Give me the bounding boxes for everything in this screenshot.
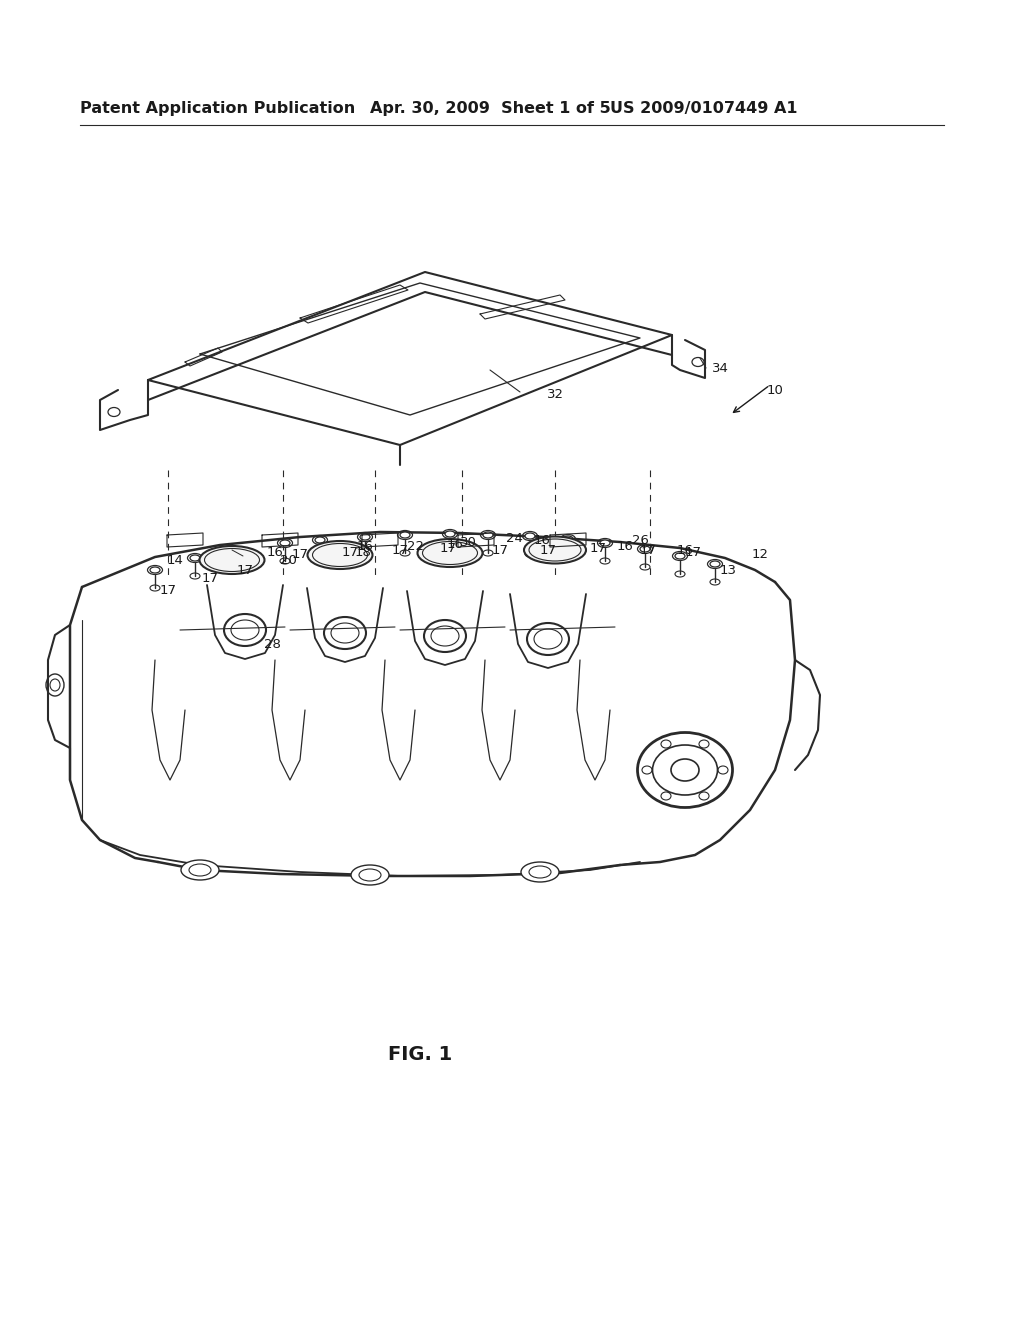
Ellipse shape: [521, 862, 559, 882]
Text: 10: 10: [767, 384, 783, 396]
Text: 16: 16: [534, 533, 551, 546]
Text: 17: 17: [341, 546, 358, 560]
Ellipse shape: [324, 616, 366, 649]
Ellipse shape: [483, 532, 493, 539]
Text: 17: 17: [391, 544, 409, 557]
Text: 28: 28: [263, 639, 281, 652]
Text: Apr. 30, 2009  Sheet 1 of 5: Apr. 30, 2009 Sheet 1 of 5: [370, 100, 610, 116]
Ellipse shape: [280, 540, 290, 546]
Text: 17: 17: [640, 544, 656, 557]
Ellipse shape: [445, 531, 455, 537]
Text: Patent Application Publication: Patent Application Publication: [80, 100, 355, 116]
Text: FIG. 1: FIG. 1: [388, 1045, 453, 1064]
Ellipse shape: [225, 546, 234, 553]
Text: 16: 16: [356, 540, 374, 553]
Text: 22: 22: [407, 540, 424, 553]
Ellipse shape: [224, 614, 266, 645]
Text: 17: 17: [439, 541, 457, 554]
Text: 18: 18: [354, 545, 372, 558]
Text: 16: 16: [446, 539, 464, 552]
Text: 26: 26: [632, 533, 648, 546]
Ellipse shape: [525, 533, 535, 539]
Ellipse shape: [638, 733, 732, 808]
Text: US 2009/0107449 A1: US 2009/0107449 A1: [610, 100, 798, 116]
Text: 12: 12: [752, 549, 768, 561]
Ellipse shape: [710, 561, 720, 568]
Text: 16: 16: [266, 545, 284, 558]
Text: 17: 17: [202, 572, 218, 585]
Ellipse shape: [527, 623, 569, 655]
Text: 34: 34: [712, 362, 728, 375]
Text: 30: 30: [460, 536, 476, 549]
Text: 17: 17: [160, 583, 176, 597]
Text: 14: 14: [167, 553, 183, 566]
Text: 17: 17: [237, 564, 254, 577]
Text: 17: 17: [684, 546, 701, 560]
Ellipse shape: [640, 546, 650, 552]
Ellipse shape: [307, 541, 373, 569]
Ellipse shape: [600, 540, 610, 546]
Ellipse shape: [181, 861, 219, 880]
Ellipse shape: [360, 535, 370, 540]
Text: 17: 17: [590, 541, 606, 554]
Text: 13: 13: [720, 564, 736, 577]
Ellipse shape: [524, 536, 586, 564]
Ellipse shape: [351, 865, 389, 884]
Ellipse shape: [150, 568, 160, 573]
Text: 32: 32: [547, 388, 563, 401]
Text: 16: 16: [677, 544, 693, 557]
Ellipse shape: [200, 546, 264, 574]
Text: 17: 17: [540, 544, 556, 557]
Ellipse shape: [315, 537, 325, 543]
Ellipse shape: [418, 539, 482, 568]
Text: 17: 17: [492, 544, 509, 557]
Text: 16: 16: [616, 540, 634, 553]
Text: 20: 20: [280, 553, 296, 566]
Text: 24: 24: [506, 532, 522, 544]
Ellipse shape: [190, 554, 200, 561]
Ellipse shape: [424, 620, 466, 652]
Text: 17: 17: [292, 549, 308, 561]
Ellipse shape: [563, 536, 573, 543]
Ellipse shape: [675, 553, 685, 558]
Ellipse shape: [400, 532, 410, 539]
